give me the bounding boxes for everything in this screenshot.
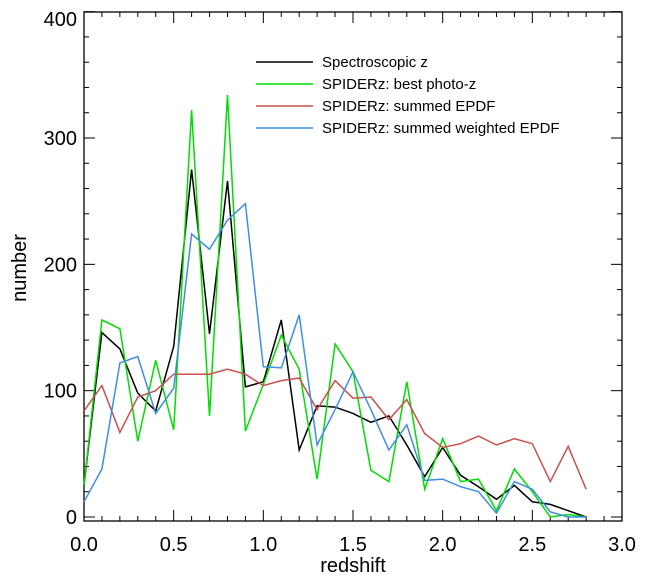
x-tick-labels: 0.0 0.5 1.0 1.5 2.0 2.5 3.0: [70, 534, 636, 556]
y-tick-label: 300: [44, 128, 77, 150]
series-line: [83, 94, 587, 518]
series-line: [83, 368, 587, 490]
y-axis-title: number: [9, 234, 31, 302]
legend-label: SPIDERz: best photo-z: [322, 76, 476, 93]
x-tick-label: 1.5: [339, 534, 367, 556]
x-tick-label: 2.5: [518, 534, 546, 556]
y-tick-label: 200: [44, 254, 77, 276]
x-tick-label: 2.0: [429, 534, 457, 556]
x-tick-label: 1.0: [249, 534, 277, 556]
y-tick-label: 100: [44, 381, 77, 403]
legend-label: Spectroscopic z: [322, 54, 428, 71]
y-tick-label: 0: [66, 507, 77, 529]
x-tick-label: 0.5: [160, 534, 188, 556]
axis-ticks: [83, 11, 623, 521]
x-axis-title: redshift: [320, 555, 386, 577]
series-line: [83, 202, 587, 518]
series-line: [83, 169, 587, 518]
x-tick-label: 3.0: [608, 534, 636, 556]
series-lines: [83, 94, 587, 518]
legend: Spectroscopic z SPIDERz: best photo-z SPID…: [256, 54, 560, 137]
legend-label: SPIDERz: summed EPDF: [322, 98, 495, 115]
legend-label: SPIDERz: summed weighted EPDF: [322, 120, 560, 137]
y-tick-labels: 0 100 200 300 400: [44, 9, 77, 529]
y-tick-label: 400: [44, 9, 77, 31]
x-tick-label: 0.0: [70, 534, 98, 556]
